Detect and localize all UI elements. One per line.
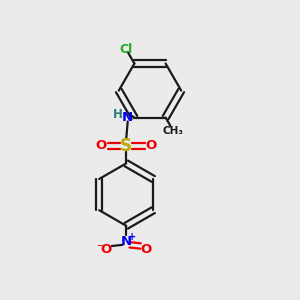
Text: CH₃: CH₃ bbox=[163, 126, 184, 136]
Text: +: + bbox=[128, 232, 136, 242]
Text: O: O bbox=[100, 243, 112, 256]
Text: ⁻: ⁻ bbox=[96, 242, 103, 255]
Text: O: O bbox=[146, 139, 157, 152]
Text: N: N bbox=[122, 111, 133, 124]
Text: O: O bbox=[96, 139, 107, 152]
Text: S: S bbox=[120, 136, 132, 154]
Text: H: H bbox=[113, 108, 123, 122]
Text: Cl: Cl bbox=[120, 43, 133, 56]
Text: O: O bbox=[141, 243, 152, 256]
Text: N: N bbox=[121, 235, 132, 248]
